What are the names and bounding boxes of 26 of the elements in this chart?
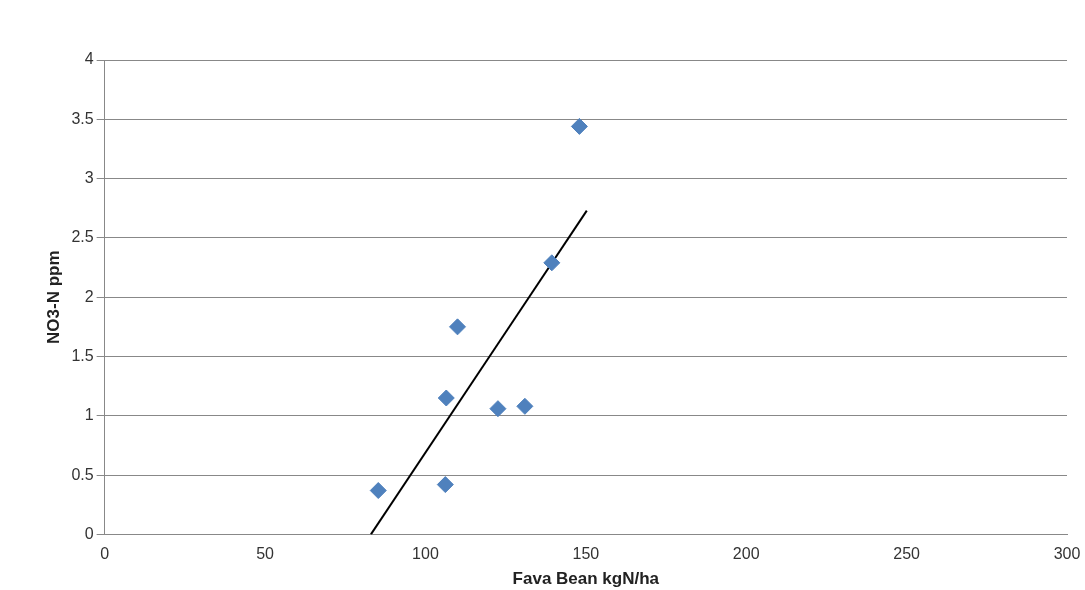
point bbox=[369, 482, 387, 500]
point bbox=[436, 476, 454, 494]
x-tick-label: 50 bbox=[256, 545, 275, 563]
y-tick-label: 0 bbox=[84, 524, 94, 542]
x-tick-label: 100 bbox=[412, 545, 439, 563]
y-axis-title: NO3-N ppm bbox=[43, 250, 63, 344]
y-tick-label: 0.5 bbox=[71, 465, 94, 483]
point bbox=[449, 318, 467, 336]
point bbox=[437, 389, 455, 407]
y-tick-label: 4 bbox=[84, 50, 94, 68]
point bbox=[570, 117, 588, 135]
point bbox=[543, 254, 561, 272]
y-tick-label: 1 bbox=[84, 406, 94, 424]
point bbox=[516, 397, 534, 415]
x-tick-label: 300 bbox=[1053, 545, 1081, 563]
y-tick-label: 3.5 bbox=[71, 109, 94, 127]
y-tick-label: 3 bbox=[84, 169, 94, 187]
y-tick-label: 2.5 bbox=[71, 228, 94, 246]
x-tick-label: 150 bbox=[572, 545, 600, 563]
x-tick-label: 0 bbox=[100, 545, 110, 563]
y-tick-label: 2 bbox=[84, 287, 94, 305]
x-tick-label: 200 bbox=[732, 545, 760, 563]
x-tick-label: 250 bbox=[893, 545, 921, 563]
x-axis-title: Fava Bean kgN/ha bbox=[512, 569, 660, 589]
point bbox=[489, 400, 507, 418]
y-tick-label: 1.5 bbox=[71, 346, 94, 364]
